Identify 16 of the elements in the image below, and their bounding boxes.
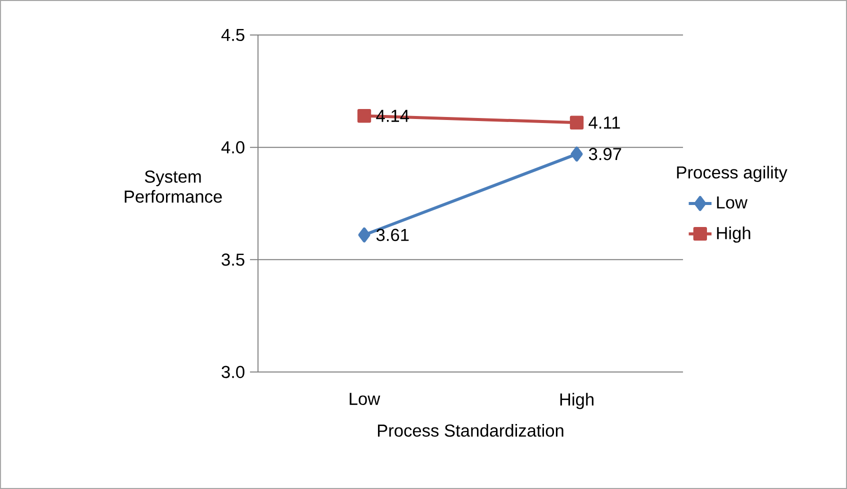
y-tick-label: 4.0 [221,141,244,154]
legend-label: Low [717,196,748,209]
point [570,116,584,130]
point [570,146,583,162]
x-axis-title: Process Standardization [378,424,564,437]
data-label: 4.11 [588,116,620,129]
point [357,109,372,123]
y-axis-title: System Performance [124,170,222,203]
legend-title: Process agility [677,166,788,182]
legend-label: High [717,226,750,243]
y-tick-label: 4.5 [221,28,244,42]
y-tick-label: 3.0 [222,366,244,378]
data-label: 3.97 [588,148,622,160]
data-label: 3.61 [376,228,409,242]
point [358,227,370,242]
y-tick-label: 3.5 [222,254,244,266]
